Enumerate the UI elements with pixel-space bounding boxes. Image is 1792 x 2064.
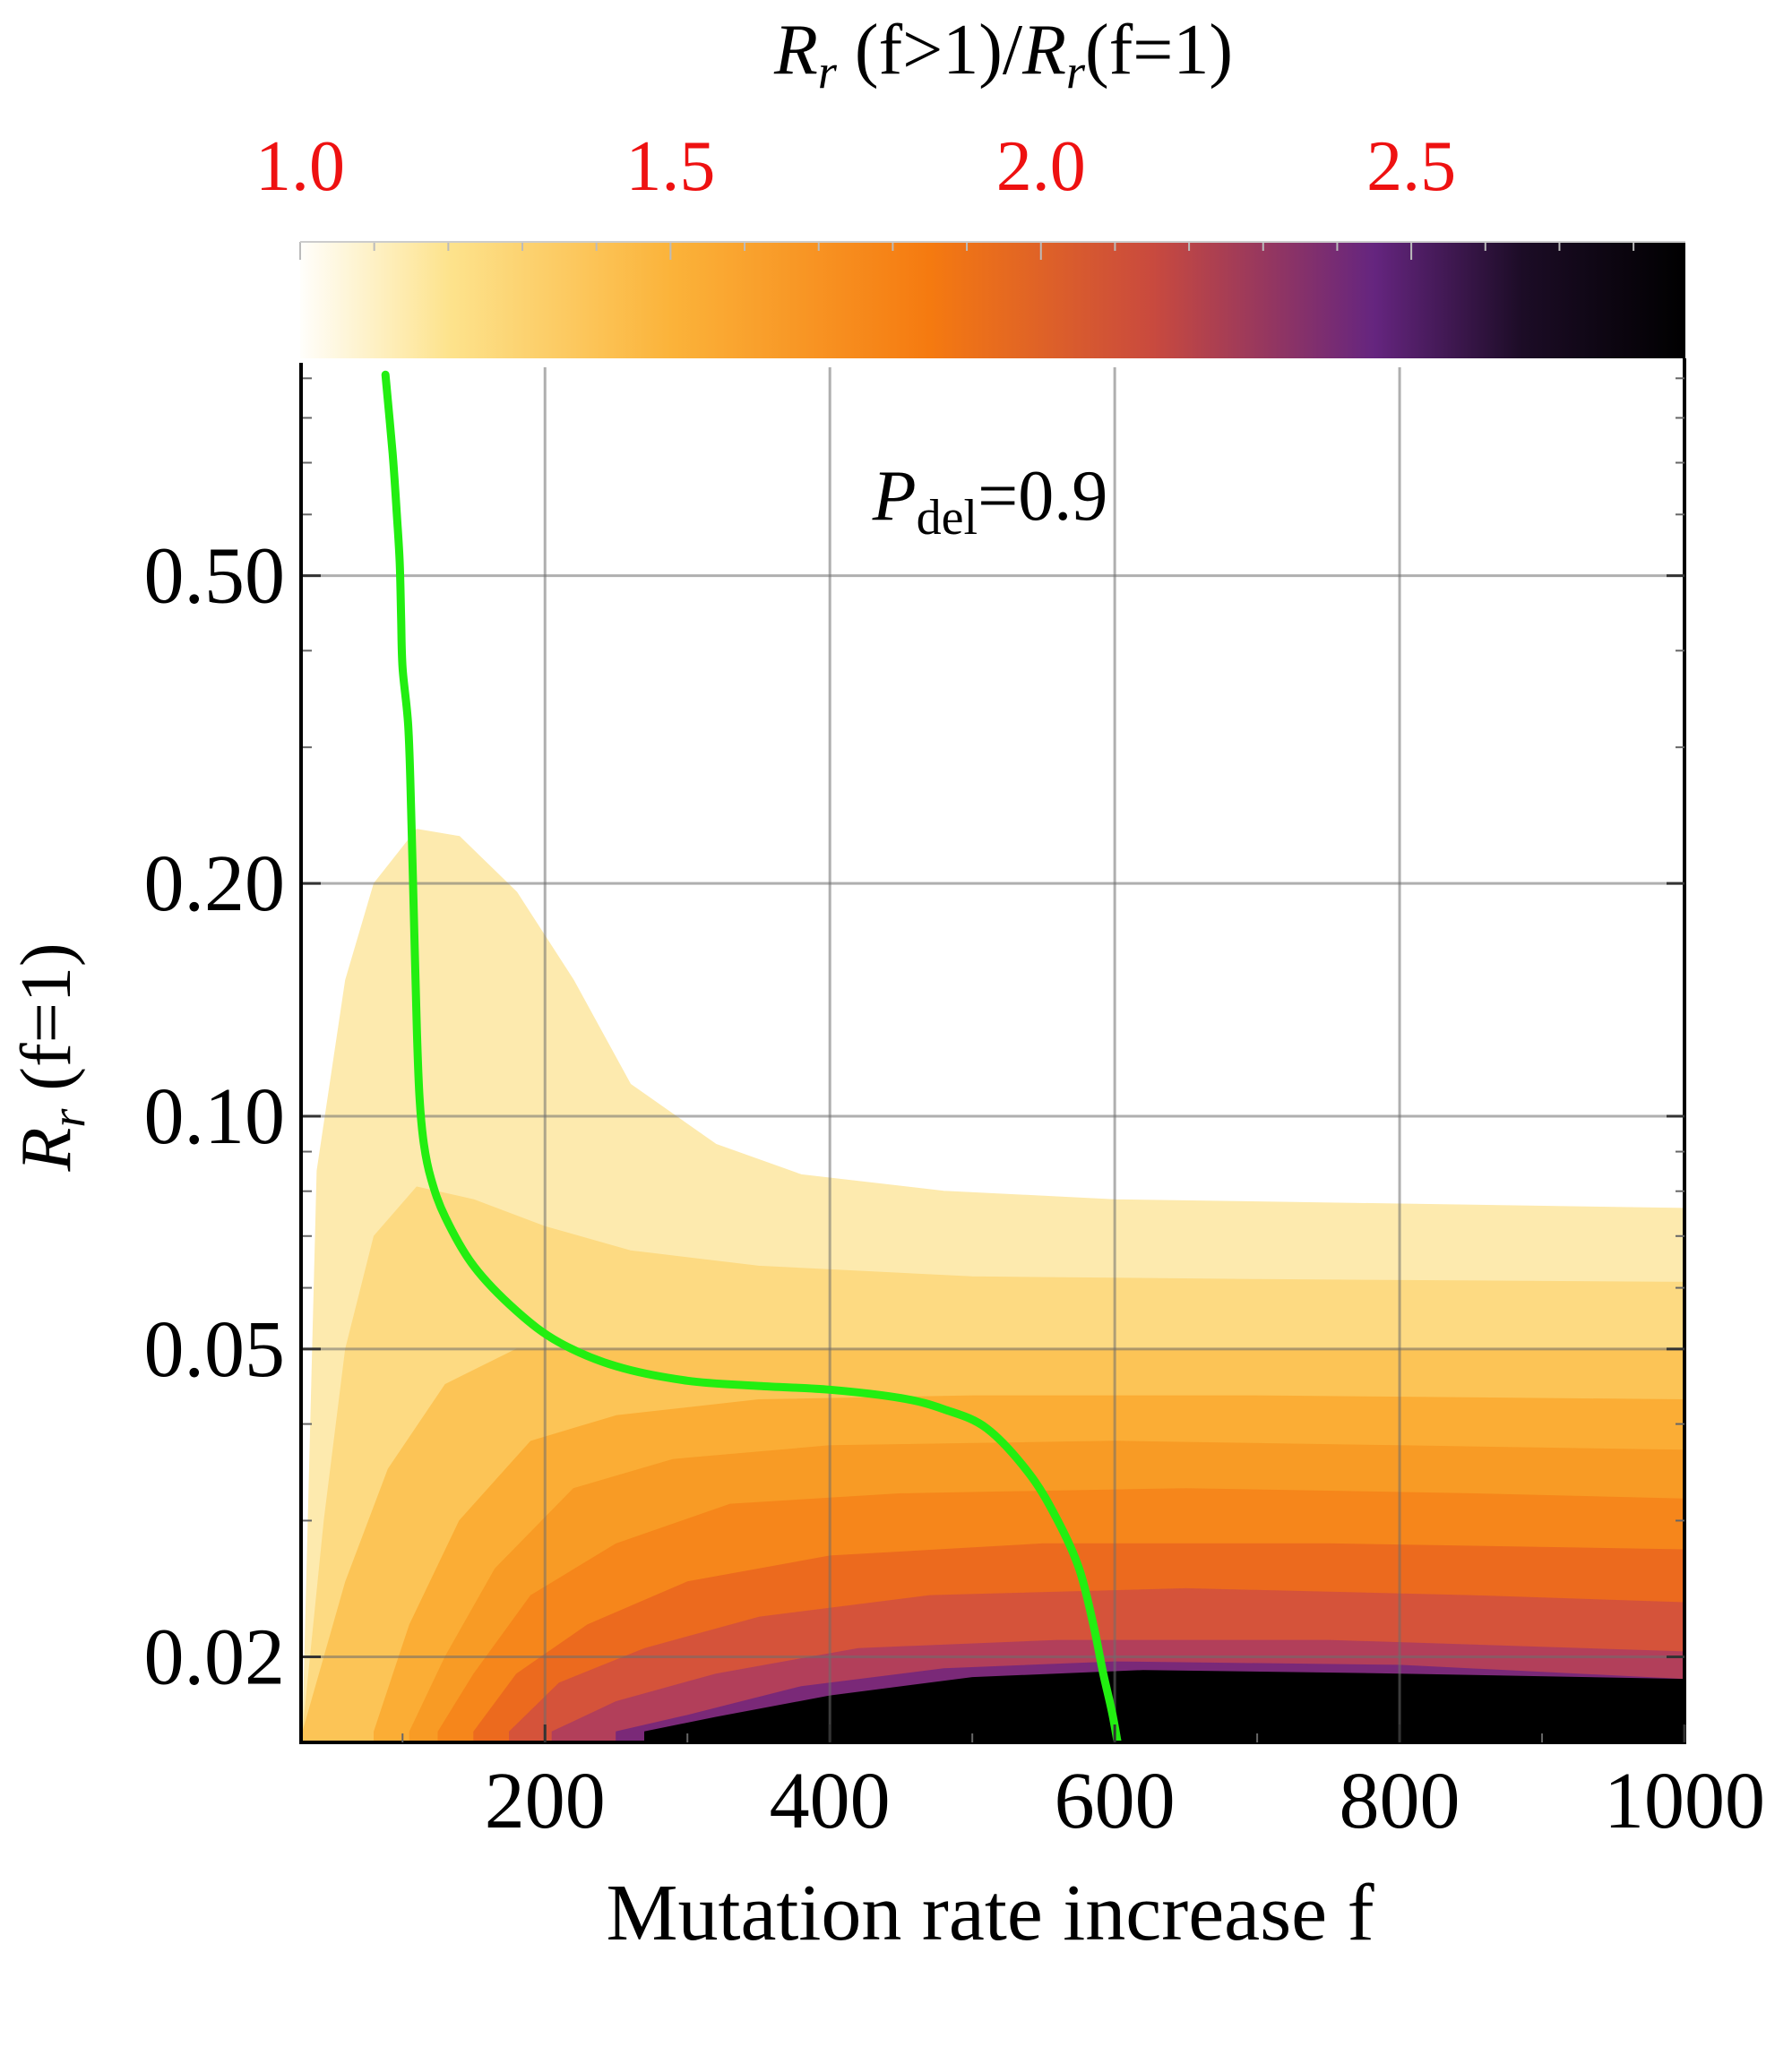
x-tick-label: 1000 [1604,1757,1765,1845]
series-line [381,370,1122,1742]
colorbar-ticks [299,242,1635,260]
plot-area: 0.02 0.05 0.10 0.20 0.50 200 400 600 800 1000 Pd… [144,358,1765,1845]
y-axis-label: Rr (f=1) [7,943,95,1173]
x-tick-label: 400 [770,1757,891,1845]
y-axis-tick-labels: 0.02 0.05 0.10 0.20 0.50 [144,532,286,1702]
annotation-label: Pdel=0.9 [872,457,1107,546]
x-axis-tick-labels: 200 400 600 800 1000 [485,1757,1765,1845]
colorbar-tick-labels: 1.0 1.5 2.0 2.5 [255,127,1456,206]
x-tick-label: 600 [1055,1757,1176,1845]
y-tick-label: 0.20 [144,839,286,928]
y-tick-label: 0.02 [144,1612,286,1701]
colorbar-tick-label: 1.0 [255,127,345,206]
colorbar-label: Rr (f>1)/Rr(f=1) [773,11,1233,99]
colorbar: Rr (f>1)/Rr(f=1) 1.0 1.5 2.0 2.5 [255,11,1685,358]
y-axis-ticks [303,377,1684,1658]
contour-band [644,1670,1684,1742]
y-tick-label: 0.10 [144,1072,286,1161]
grid-lines [303,367,1684,1742]
colorbar-gradient [300,242,1685,358]
x-tick-label: 200 [485,1757,606,1845]
x-axis-label: Mutation rate increase f [606,1869,1374,1957]
y-tick-label: 0.50 [144,532,286,621]
colorbar-tick-label: 1.5 [625,127,715,206]
x-tick-label: 800 [1340,1757,1460,1845]
colorbar-tick-label: 2.0 [996,127,1086,206]
series-curves [381,370,1122,1742]
x-axis-ticks [401,1724,1686,1742]
y-tick-label: 0.05 [144,1305,286,1394]
colorbar-tick-label: 2.5 [1366,127,1456,206]
